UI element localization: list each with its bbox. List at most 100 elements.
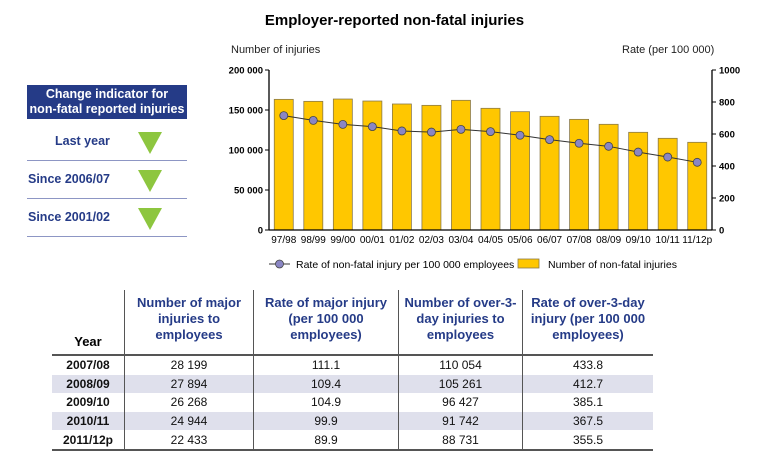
value-cell: 99.9: [253, 411, 399, 431]
value-cell: 89.9: [253, 430, 399, 450]
value-cell: 91 742: [398, 411, 523, 431]
table-header-row: Year Number of major injuries to employe…: [52, 290, 653, 355]
combo-chart: 0 50 000 100 000 150 000 200 000 0 200 400 600 80…: [229, 66, 740, 272]
indicator-row-since-2001: Since 2001/02: [27, 199, 187, 237]
left-tick-label: 0: [258, 226, 263, 237]
x-tick-label: 06/07: [537, 235, 562, 246]
bar: [687, 141, 708, 231]
value-cell: 26 268: [124, 393, 254, 412]
rate-point: [633, 147, 643, 157]
value-cell: 355.5: [522, 430, 653, 450]
bar: [628, 131, 649, 231]
indicator-row-last-year: Last year: [27, 123, 187, 161]
bar: [451, 99, 471, 231]
rate-point: [279, 111, 289, 120]
down-arrow-icon: [138, 170, 162, 192]
bar: [539, 115, 560, 231]
bar: [421, 104, 442, 231]
bar: [391, 103, 412, 231]
col-header-over3-number: Number of over-3-day injuries to employe…: [398, 290, 523, 355]
x-tick-label: 02/03: [419, 235, 444, 246]
bar: [510, 111, 530, 231]
legend-label-bars: Number of non-fatal injuries: [548, 259, 677, 271]
bar: [598, 123, 619, 231]
legend-label-rate: Rate of non-fatal injury per 100 000 emp…: [296, 259, 514, 271]
rate-point: [486, 127, 495, 137]
year-cell: 2010/11: [52, 411, 125, 431]
injuries-table: Year Number of major injuries to employe…: [52, 290, 653, 451]
table-row: 2008/09 27 894 109.4 105 261 412.7: [52, 374, 653, 394]
col-header-major-rate: Rate of major injury (per 100 000 employ…: [253, 290, 399, 355]
bar: [569, 118, 589, 231]
right-tick-label: 600: [719, 130, 735, 141]
year-cell: 2008/09: [52, 374, 125, 394]
year-cell: 2011/12p: [62, 432, 114, 447]
down-arrow-icon: [138, 132, 162, 154]
indicator-label: Last year: [55, 134, 110, 148]
table-row: 2011/12p 22 433 89.9 88 731 355.5: [52, 430, 653, 450]
value-cell: 27 894: [124, 374, 254, 394]
year-cell: 2009/10: [66, 395, 110, 410]
value-cell: 412.7: [522, 374, 653, 394]
x-tick-label: 99/00: [330, 235, 355, 246]
right-axis-label: Rate (per 100 000): [622, 44, 715, 56]
rate-point: [574, 138, 584, 148]
value-cell: 111.1: [253, 355, 399, 375]
x-tick-label: 09/10: [626, 235, 651, 246]
legend-bar-swatch: [517, 258, 540, 269]
left-tick-label: 200 000: [229, 66, 263, 77]
value-cell: 433.8: [522, 355, 653, 375]
year-cell: 2007/08: [66, 358, 110, 373]
value-cell: 96 427: [398, 393, 523, 412]
value-cell: 109.4: [253, 374, 399, 394]
table-row: 2010/11 24 944 99.9 91 742 367.5: [52, 411, 653, 431]
value-cell: 104.9: [253, 393, 399, 412]
indicator-label: Since 2001/02: [28, 210, 111, 224]
x-tick-label: 07/08: [567, 235, 592, 246]
left-tick-label: 100 000: [229, 146, 263, 157]
col-header-year: Year: [74, 334, 102, 349]
right-tick-label: 400: [719, 162, 735, 173]
indicator-header: Change indicator for non-fatal reported …: [27, 85, 187, 119]
rate-point: [456, 124, 466, 134]
col-header-major-number: Number of major injuries to employees: [124, 290, 254, 355]
rate-point: [515, 130, 525, 140]
bar: [657, 137, 678, 231]
rate-point: [604, 141, 614, 151]
x-tick-label: 97/98: [271, 235, 296, 246]
x-tick-label: 04/05: [478, 235, 503, 246]
value-cell: 22 433: [124, 430, 254, 450]
x-tick-label: 11/12p: [682, 235, 712, 246]
value-cell: 105 261: [398, 374, 523, 394]
right-tick-label: 200: [719, 194, 735, 205]
col-header-over3-rate: Rate of over-3-day injury (per 100 000 e…: [522, 290, 653, 355]
x-tick-label: 03/04: [448, 235, 473, 246]
left-axis-label: Number of injuries: [231, 44, 321, 56]
x-tick-label: 00/01: [360, 235, 385, 246]
rate-point: [692, 157, 702, 167]
legend-point-swatch: [275, 259, 284, 269]
bar: [362, 100, 383, 231]
rate-point: [427, 127, 436, 137]
right-tick-label: 800: [719, 98, 735, 109]
left-tick-label: 150 000: [229, 106, 263, 117]
rate-point: [545, 135, 554, 145]
chart-title: Employer-reported non-fatal injuries: [264, 12, 525, 29]
rate-point: [338, 120, 348, 129]
value-cell: 24 944: [124, 411, 254, 431]
rate-point: [397, 126, 407, 136]
value-cell: 28 199: [124, 355, 254, 375]
x-tick-label: 10/11: [656, 235, 681, 246]
value-cell: 367.5: [522, 411, 653, 431]
bar: [480, 107, 501, 231]
rate-point: [663, 152, 673, 162]
down-arrow-icon: [138, 208, 162, 230]
x-tick-label: 98/99: [301, 235, 326, 246]
value-cell: 88 731: [398, 430, 523, 450]
x-tick-label: 01/02: [389, 235, 414, 246]
left-tick-label: 50 000: [234, 186, 263, 197]
right-tick-label: 0: [719, 226, 724, 237]
x-tick-label: 05/06: [508, 235, 533, 246]
rate-point: [308, 116, 318, 125]
table-row: 2009/10 26 268 104.9 96 427 385.1: [52, 393, 653, 412]
